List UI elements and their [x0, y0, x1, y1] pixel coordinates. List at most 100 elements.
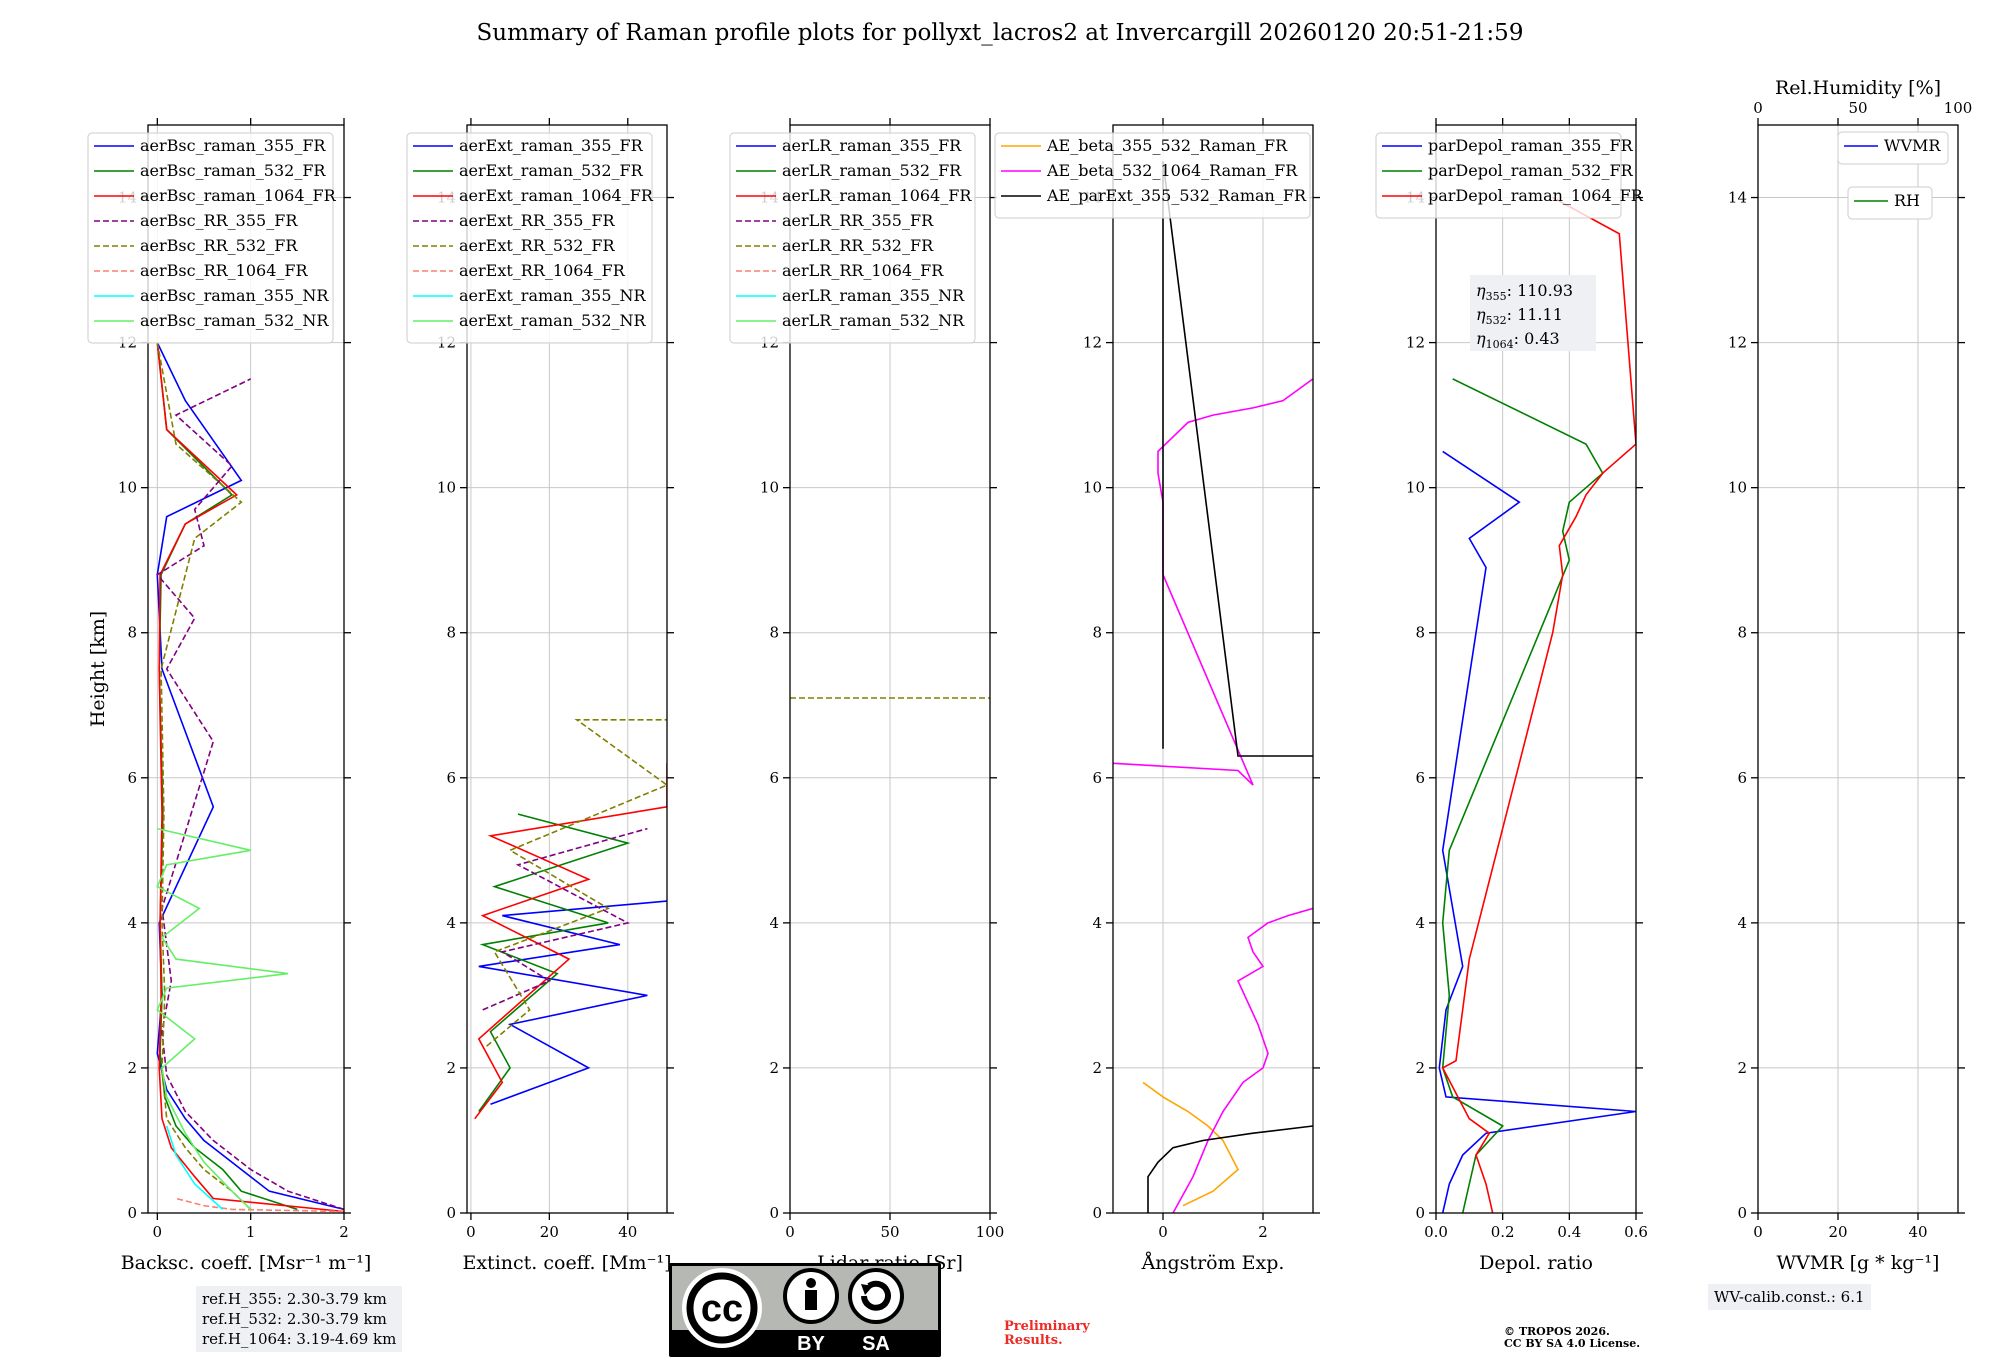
- legend-entry: aerBsc_RR_532_FR: [140, 236, 298, 255]
- series-aerExt_RR_532_FR: [486, 718, 667, 1047]
- series-aerBsc_RR_1064_FR: [175, 1197, 344, 1213]
- ytick-label: 0: [1415, 1204, 1425, 1222]
- series-parDepol_raman_355_FR: [1438, 450, 1636, 1213]
- legend-box: [406, 132, 653, 344]
- ytick-label: 8: [1737, 624, 1747, 642]
- series-AE_beta_532_1064_Raman_FR_upper: [1113, 378, 1313, 786]
- ytick-label: 12: [1083, 334, 1102, 352]
- ytick-label: 10: [1406, 479, 1425, 497]
- legend-entry: aerBsc_raman_532_FR: [140, 161, 326, 180]
- legend-entry: AE_parExt_355_532_Raman_FR: [1046, 186, 1307, 205]
- legend-wv: WVMR RH: [1837, 131, 1949, 220]
- legend-box: [1375, 132, 1622, 219]
- ytick-label: 6: [127, 769, 137, 787]
- xtick-label: 0: [1158, 1223, 1168, 1241]
- eta-value: η532: 11.11: [1476, 305, 1563, 327]
- series-aerExt_RR_355_FR: [482, 827, 648, 1011]
- copyright-note: © TROPOS 2026. CC BY SA 4.0 License.: [1504, 1326, 1640, 1350]
- top-xtick-label: 0: [1753, 99, 1763, 117]
- xtick-label: 0: [466, 1223, 476, 1241]
- legend-entry: aerExt_RR_532_FR: [459, 236, 616, 255]
- ytick-label: 10: [437, 479, 456, 497]
- series-aerBsc_RR_355_FR: [156, 378, 344, 1211]
- legend-entry: aerExt_raman_532_NR: [459, 311, 647, 330]
- series-AE_parExt_355_532_Raman_FR_upper: [1162, 161, 1313, 757]
- ytick-label: 2: [1737, 1059, 1747, 1077]
- legend-entry: aerLR_raman_532_NR: [782, 311, 965, 330]
- ytick-label: 4: [127, 914, 137, 932]
- legend-dep: parDepol_raman_355_FR parDepol_raman_532_…: [1375, 132, 1644, 219]
- prelim-line-1: Preliminary: [1004, 1319, 1090, 1334]
- series-parDepol_raman_532_FR: [1441, 378, 1604, 1213]
- xtick-label: 0.4: [1557, 1223, 1581, 1241]
- preliminary-results-note: Preliminary Results.: [1004, 1320, 1090, 1348]
- reference-height-note: ref.H_355: 2.30-3.79 km ref.H_532: 2.30-…: [196, 1286, 403, 1352]
- series-aerExt_raman_1064_FR: [474, 763, 667, 1120]
- series-AE_beta_532_1064_Raman_FR: [1172, 907, 1313, 1213]
- legend-entry: parDepol_raman_1064_FR: [1428, 186, 1644, 205]
- ytick-label: 4: [1737, 914, 1747, 932]
- ytick-label: 6: [1092, 769, 1102, 787]
- xtick-label: 1: [246, 1223, 256, 1241]
- axes-frame-bsc: [147, 124, 345, 1214]
- series-parDepol_raman_1064_FR: [1441, 196, 1636, 1213]
- ytick-label: 8: [769, 624, 779, 642]
- legend-entry: aerLR_RR_532_FR: [782, 236, 934, 255]
- xtick-label: 50: [880, 1223, 899, 1241]
- ytick-label: 8: [127, 624, 137, 642]
- legend-entry: aerBsc_RR_355_FR: [140, 211, 298, 230]
- panel-ext: 0204002468101214Extinct. coeff. [Mm⁻¹]ae…: [406, 118, 674, 1274]
- ytick-label: 4: [769, 914, 779, 932]
- legend-entry: parDepol_raman_532_FR: [1428, 161, 1634, 180]
- ytick-label: 12: [1728, 334, 1747, 352]
- legend-entry: aerBsc_raman_1064_FR: [140, 186, 337, 205]
- figure-title: Summary of Raman profile plots for polly…: [476, 20, 1524, 46]
- series-aerBsc_raman_1064_FR: [156, 342, 344, 1213]
- ytick-label: 2: [1415, 1059, 1425, 1077]
- series-group-ext: [474, 718, 667, 1120]
- legend-box: [87, 132, 334, 344]
- ytick-label: 2: [446, 1059, 456, 1077]
- cc-text: cc: [701, 1288, 743, 1330]
- legend-entry: parDepol_raman_355_FR: [1428, 136, 1634, 155]
- ytick-label: 4: [446, 914, 456, 932]
- ref-height-532: ref.H_532: 2.30-3.79 km: [202, 1310, 387, 1328]
- ytick-label: 2: [769, 1059, 779, 1077]
- ytick-label: 6: [1737, 769, 1747, 787]
- legend-ae: AE_beta_355_532_Raman_FR AE_beta_532_1064…: [994, 132, 1311, 219]
- eta-number: : 11.11: [1507, 305, 1563, 324]
- legend-lr: aerLR_raman_355_FR aerLR_raman_532_FR aerL…: [729, 132, 976, 344]
- series-aerExt_raman_355_FR: [478, 900, 667, 1105]
- legend-entry: aerLR_raman_355_FR: [782, 136, 962, 155]
- eta-value: η1064: 0.43: [1476, 329, 1560, 351]
- xaxis-label: WVMR [g * kg⁻¹]: [1777, 1252, 1940, 1274]
- xtick-label: 2: [339, 1223, 349, 1241]
- legend-entry-wvmr: WVMR: [1884, 136, 1941, 155]
- axes-frame-dep: [1435, 124, 1637, 1214]
- ytick-label: 0: [769, 1204, 779, 1222]
- cc-by-sa-license-icon: cc BY SA: [669, 1263, 941, 1357]
- eta-subscript: 532: [1486, 314, 1507, 327]
- ytick-label: 6: [769, 769, 779, 787]
- legend-ext: aerExt_raman_355_FR aerExt_raman_532_FRae…: [406, 132, 654, 344]
- series-group-bsc: [156, 342, 344, 1213]
- eta-symbol: η: [1476, 329, 1486, 348]
- yaxis-label: Height [km]: [87, 611, 109, 727]
- ytick-label: 4: [1415, 914, 1425, 932]
- ref-height-1064: ref.H_1064: 3.19-4.69 km: [202, 1330, 397, 1348]
- xtick-label: 0: [153, 1223, 163, 1241]
- legend-entry: aerExt_raman_532_FR: [459, 161, 644, 180]
- eta-number: : 0.43: [1514, 329, 1560, 348]
- ytick-label: 8: [1092, 624, 1102, 642]
- xtick-label: 0.0: [1424, 1223, 1448, 1241]
- ytick-label: 14: [1728, 189, 1747, 207]
- legend-box: [994, 132, 1311, 219]
- eta-box: [1470, 275, 1596, 351]
- legend-entry: aerBsc_raman_355_NR: [140, 286, 329, 305]
- series-aerBsc_raman_355_NR: [165, 1125, 224, 1210]
- ytick-label: 2: [127, 1059, 137, 1077]
- ytick-label: 8: [446, 624, 456, 642]
- ytick-label: 6: [446, 769, 456, 787]
- legend-entry-rh: RH: [1894, 191, 1920, 210]
- xtick-label: 0.2: [1491, 1223, 1515, 1241]
